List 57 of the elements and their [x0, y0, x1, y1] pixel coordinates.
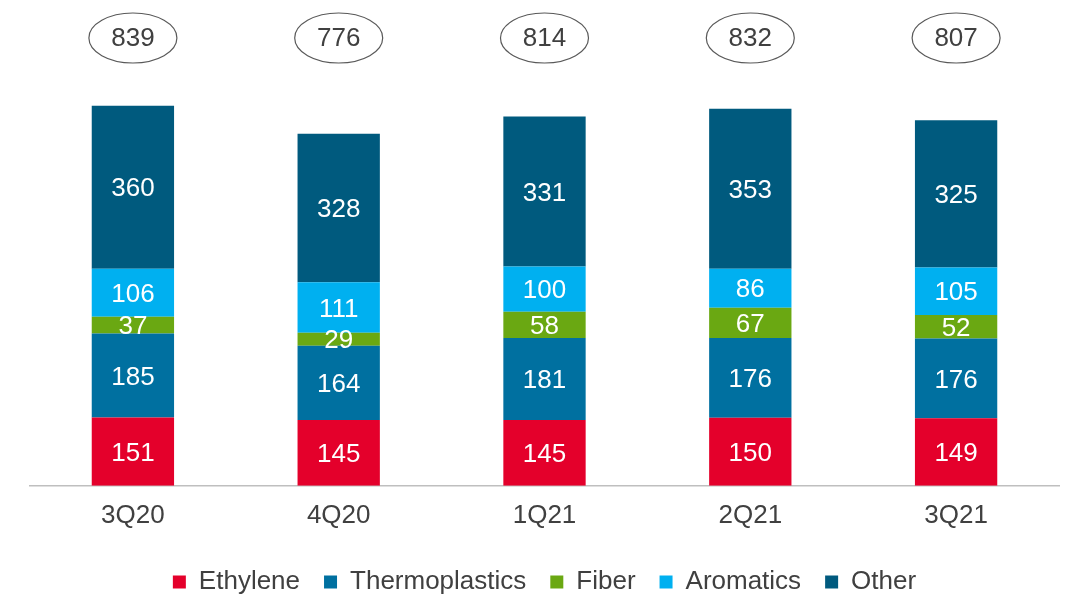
total-label: 839 — [111, 22, 155, 53]
data-label: 106 — [111, 277, 155, 308]
bar — [503, 266, 586, 312]
data-label: 86 — [735, 273, 765, 304]
data-label: 67 — [735, 308, 765, 339]
data-label: 150 — [728, 436, 772, 467]
bar — [709, 307, 792, 339]
data-label: 185 — [111, 360, 155, 391]
bar — [914, 418, 998, 486]
x-tick-label: 1Q21 — [512, 498, 577, 529]
bar — [91, 333, 175, 418]
legend-label: Aromatics — [685, 565, 802, 596]
data-label: 149 — [934, 437, 978, 468]
data-label: 328 — [317, 193, 361, 224]
bar — [709, 417, 792, 486]
bar — [914, 267, 998, 315]
total-label: 832 — [728, 22, 772, 53]
data-label: 164 — [317, 368, 361, 399]
bar — [91, 417, 175, 486]
data-label: 52 — [941, 311, 971, 342]
data-label: 100 — [522, 274, 567, 305]
bar — [503, 420, 586, 486]
legend-label: Other — [851, 565, 917, 596]
data-label: 353 — [728, 173, 772, 204]
bar — [503, 116, 586, 267]
data-label: 176 — [728, 363, 772, 394]
total-label: 776 — [317, 22, 361, 53]
data-label: 145 — [522, 438, 567, 469]
total-label: 814 — [522, 22, 567, 53]
bar — [297, 420, 380, 486]
data-label: 58 — [530, 310, 559, 341]
bar — [91, 105, 175, 269]
total-label: 807 — [934, 22, 978, 53]
data-label: 105 — [934, 276, 978, 307]
bar — [709, 338, 792, 418]
bar — [709, 108, 792, 269]
bar — [914, 338, 998, 419]
data-label: 151 — [111, 436, 155, 467]
bar — [297, 133, 380, 283]
data-label: 181 — [522, 364, 567, 395]
data-label: 37 — [118, 310, 148, 341]
data-label: 176 — [934, 363, 978, 394]
x-tick-label: 3Q21 — [924, 498, 988, 529]
data-label: 145 — [317, 438, 361, 469]
bar — [503, 338, 586, 421]
data-label: 331 — [522, 176, 567, 207]
bar — [914, 120, 998, 268]
data-label: 360 — [111, 172, 155, 203]
x-tick-label: 4Q20 — [306, 498, 371, 529]
data-label: 325 — [934, 178, 978, 209]
x-tick-label: 2Q21 — [718, 498, 783, 529]
data-label: 111 — [318, 292, 359, 323]
legend-label: Fiber — [576, 565, 636, 596]
bar — [709, 268, 792, 308]
legend-label: Thermoplastics — [350, 565, 527, 596]
x-tick-label: 3Q20 — [101, 498, 165, 529]
legend-label: Ethylene — [198, 565, 301, 596]
